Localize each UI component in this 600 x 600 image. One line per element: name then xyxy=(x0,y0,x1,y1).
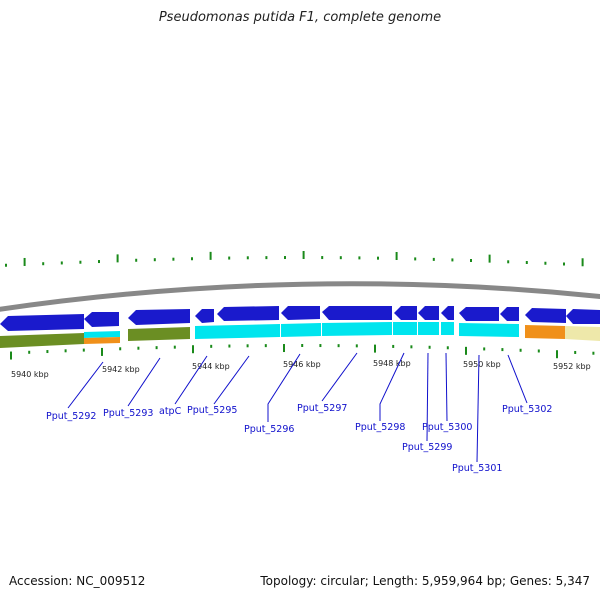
gene-arrow xyxy=(281,306,320,320)
gene-label-pput-5299: Pput_5299 xyxy=(402,442,452,453)
feature-bands xyxy=(0,322,600,348)
gene-label-pput-5300: Pput_5300 xyxy=(422,422,472,433)
top-tick-row xyxy=(5,251,584,267)
scale-label: 5948 kbp xyxy=(373,359,411,368)
leader-line xyxy=(321,352,358,402)
cyan-band xyxy=(418,322,439,335)
leader-line xyxy=(67,361,104,409)
forward-strand xyxy=(0,306,600,331)
leader-line xyxy=(379,352,405,421)
scale-labels: 5940 kbp 5942 kbp 5944 kbp 5946 kbp 5948… xyxy=(11,359,591,379)
topology-label: Topology: circular; Length: 5,959,964 bp… xyxy=(260,574,590,588)
label-leaders xyxy=(67,352,528,463)
scale-label: 5944 kbp xyxy=(192,362,230,371)
gene-arrow xyxy=(322,306,392,320)
olive-band xyxy=(0,333,84,348)
gene-arrow xyxy=(418,306,439,320)
accession-label: Accession: NC_009512 xyxy=(9,574,146,588)
leader-line xyxy=(174,355,208,405)
gene-label-pput-5302: Pput_5302 xyxy=(502,404,552,415)
gene-label-pput-5292: Pput_5292 xyxy=(46,411,96,422)
cyan-band xyxy=(441,322,454,335)
gene-label-pput-5301: Pput_5301 xyxy=(452,463,502,474)
gene-arrow xyxy=(525,308,566,323)
gene-arrow xyxy=(566,309,600,324)
scale-label: 5950 kbp xyxy=(463,360,501,369)
gene-label-pput-5297: Pput_5297 xyxy=(297,403,347,414)
leader-line xyxy=(445,352,448,422)
leader-line xyxy=(127,357,161,407)
cyan-band xyxy=(84,331,120,338)
cyan-band xyxy=(459,323,519,337)
gene-arrow xyxy=(441,306,454,320)
gene-labels: Pput_5292 Pput_5293 atpC Pput_5295 Pput_… xyxy=(46,403,552,474)
orange-band xyxy=(525,325,565,339)
scale-label: 5942 kbp xyxy=(102,365,140,374)
scale-label: 5952 kbp xyxy=(553,362,591,371)
leader-line xyxy=(476,354,480,463)
gene-arrow xyxy=(0,314,84,331)
gene-arrow xyxy=(500,307,519,321)
gene-label-pput-5295: Pput_5295 xyxy=(187,405,237,416)
gene-label-pput-5298: Pput_5298 xyxy=(355,422,405,433)
cyan-band xyxy=(322,322,392,336)
cyan-band xyxy=(281,323,321,337)
gene-label-pput-5296: Pput_5296 xyxy=(244,424,294,435)
scale-label: 5940 kbp xyxy=(11,370,49,379)
gene-arrow xyxy=(128,309,190,325)
gene-arrow xyxy=(394,306,417,320)
leader-line xyxy=(426,352,429,442)
orange-band xyxy=(84,337,120,344)
map-title: Pseudomonas putida F1, complete genome xyxy=(158,10,442,25)
leader-line xyxy=(507,354,528,404)
cyan-band xyxy=(195,324,280,339)
gene-arrow xyxy=(459,307,499,321)
genome-backbone xyxy=(0,281,600,312)
gene-label-atpc: atpC xyxy=(159,406,182,417)
bottom-tick-row xyxy=(10,344,595,360)
gene-arrow xyxy=(217,306,279,321)
khaki-band xyxy=(565,326,600,341)
gene-arrow xyxy=(195,309,214,323)
gene-label-pput-5293: Pput_5293 xyxy=(103,408,153,419)
cyan-band xyxy=(393,322,417,335)
olive-band xyxy=(128,327,190,341)
scale-label: 5946 kbp xyxy=(283,360,321,369)
gene-arrow xyxy=(84,312,119,327)
leader-line xyxy=(267,353,301,422)
leader-line xyxy=(213,355,250,405)
